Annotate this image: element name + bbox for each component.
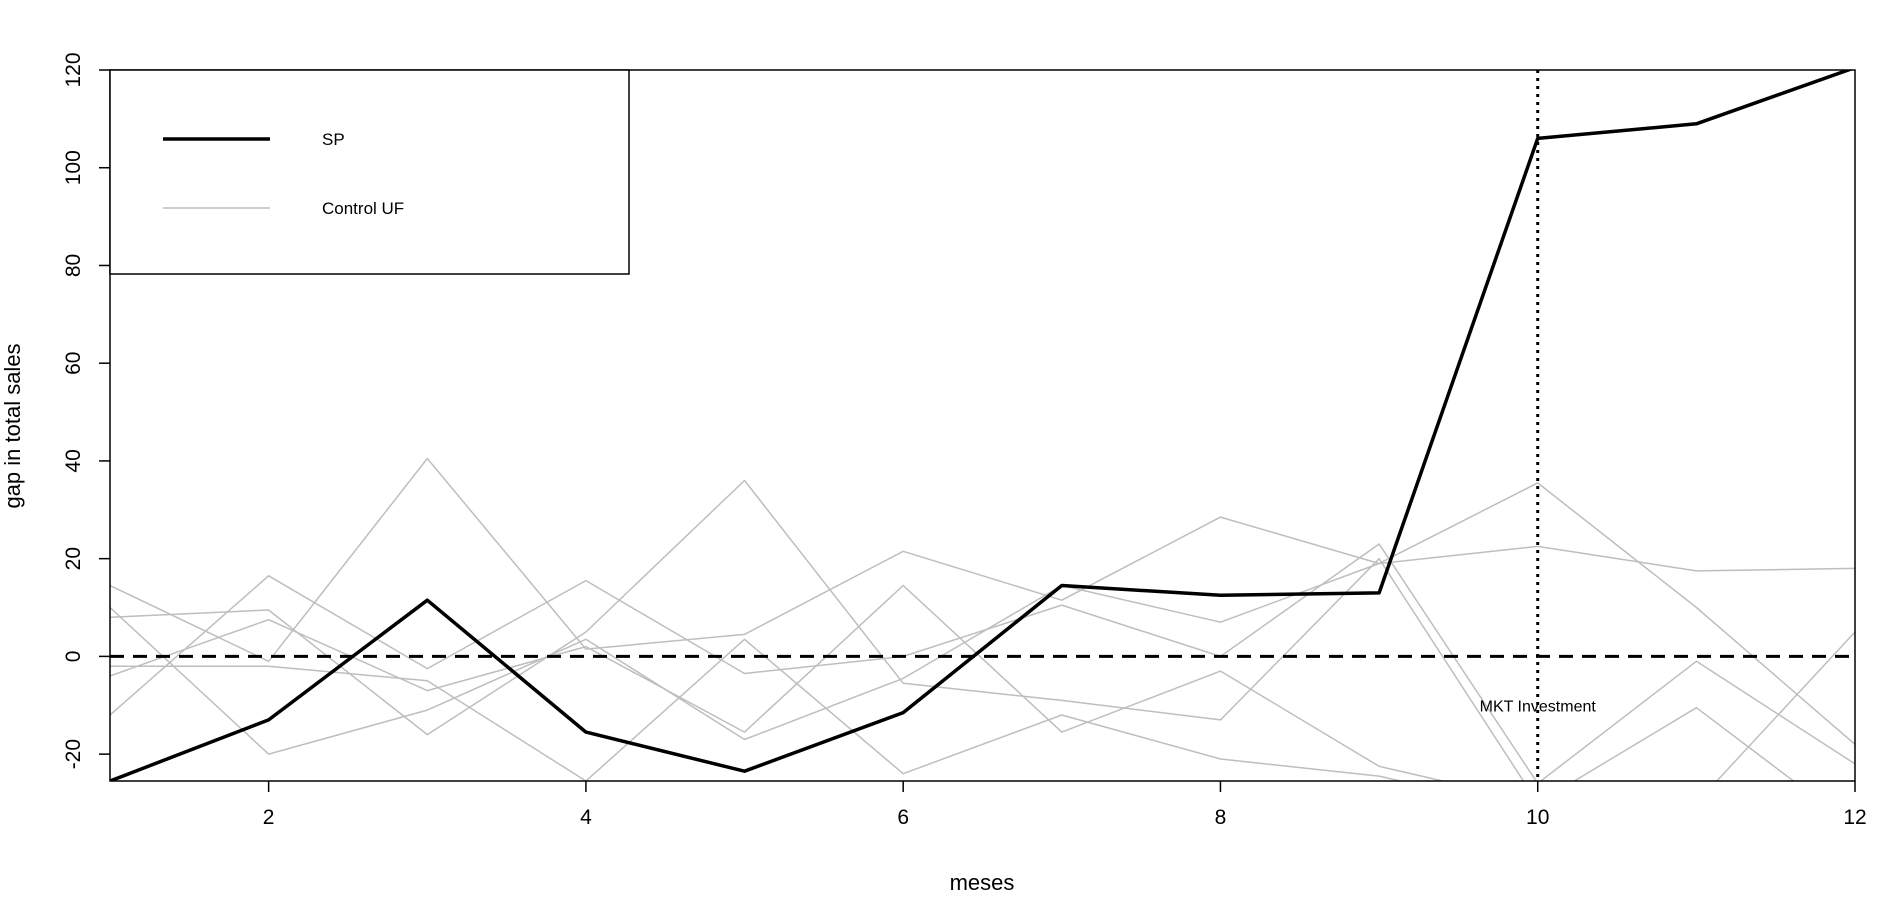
legend: SP Control UF	[109, 69, 630, 275]
x-tick-label: 2	[263, 806, 275, 829]
treated-series-group	[110, 70, 1854, 781]
x-tick-label: 12	[1843, 806, 1866, 829]
y-tick-label: 60	[62, 352, 85, 375]
y-tick-label: -20	[62, 739, 85, 769]
series-line-control-2	[110, 545, 1855, 755]
y-tick-label: 100	[62, 150, 85, 185]
control-series-group	[110, 457, 1855, 781]
series-line-control-3	[110, 543, 1855, 781]
y-tick-label: 120	[62, 52, 85, 87]
x-tick-label: 8	[1215, 806, 1227, 829]
y-tick-label: 40	[62, 449, 85, 472]
y-axis-label: gap in total sales	[0, 343, 25, 508]
y-tick-label: 80	[62, 254, 85, 277]
series-line-control-5	[110, 479, 1855, 781]
series-line-sp	[110, 70, 1854, 781]
y-tick-label: 20	[62, 547, 85, 570]
legend-box	[109, 69, 630, 275]
annotation-mkt-investment: MKT Investment	[1480, 698, 1597, 715]
plot-frame	[109, 69, 1856, 782]
x-axis-label: meses	[950, 870, 1015, 895]
x-tick-label: 6	[897, 806, 909, 829]
series-line-control-6	[110, 638, 1404, 781]
x-tick-label: 10	[1526, 806, 1549, 829]
legend-label-control-uf: Control UF	[322, 199, 404, 218]
y-axis: -20 0 20 40 60 80 100 120	[62, 52, 110, 769]
series-line-control-1	[110, 457, 1855, 745]
x-tick-label: 4	[580, 806, 592, 829]
legend-label-sp: SP	[322, 130, 345, 149]
x-axis: 2 4 6 8 10 12	[263, 781, 1867, 829]
y-tick-label: 0	[62, 651, 85, 663]
